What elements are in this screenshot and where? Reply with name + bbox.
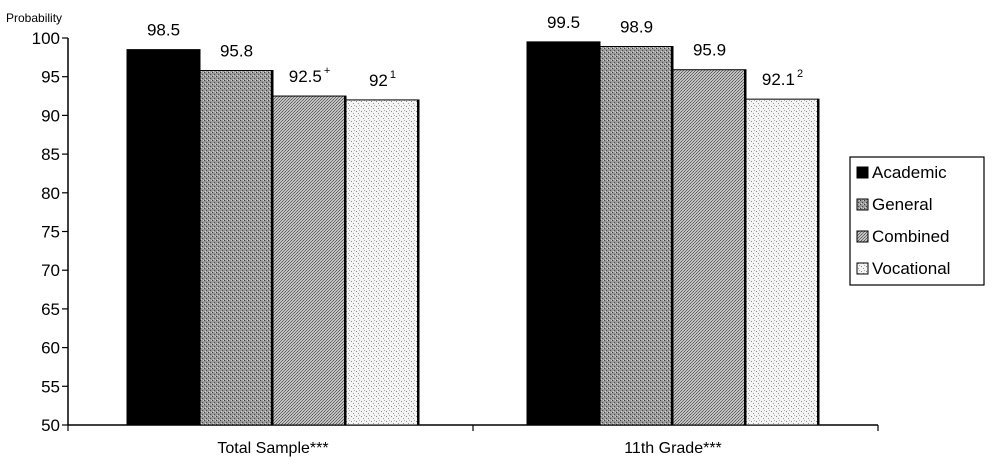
y-tick-label: 60 [41, 339, 60, 358]
data-label-academic-total-sample: 98.5 [147, 21, 180, 40]
bar-shadow [598, 41, 600, 426]
y-tick-label: 85 [41, 145, 60, 164]
bar-shadow [817, 99, 819, 426]
bar-combined-total-sample [272, 95, 347, 426]
bar-vocational-11th-grade [745, 98, 820, 426]
legend: Academic General Combined Vocational [849, 156, 985, 286]
bar-shadow [744, 69, 746, 425]
bar-combined-11th-grade [672, 69, 747, 426]
data-label-superscript: + [324, 65, 330, 77]
data-label-general-11th-grade: 98.9 [620, 18, 653, 37]
bar-shadow [271, 70, 273, 426]
data-labels-group: 98.5 95.8 92.5 + 92 1 99.5 98.9 95.9 92.1 2 [147, 13, 803, 90]
legend-label-general: General [872, 195, 932, 214]
bar-academic-11th-grade [526, 41, 601, 426]
data-label-superscript: 2 [797, 68, 803, 80]
bars-group [126, 41, 820, 426]
y-tick-label: 55 [41, 377, 60, 396]
bar-vocational-total-sample [345, 99, 420, 426]
legend-swatch-academic [856, 166, 869, 179]
legend-swatch-combined [856, 230, 869, 243]
y-tick-label: 50 [41, 416, 60, 435]
data-label-superscript: 1 [390, 69, 396, 81]
legend-swatch-vocational [856, 262, 869, 275]
legend-label-combined: Combined [872, 227, 950, 246]
data-label-general-total-sample: 95.8 [220, 42, 253, 61]
data-label-combined-11th-grade: 95.9 [693, 41, 726, 60]
bar-shadow [344, 96, 346, 426]
bar-shadow [417, 99, 419, 426]
x-axis [67, 424, 879, 431]
bar-shadow [198, 49, 200, 426]
category-labels-group: Total Sample*** 11th Grade*** [217, 440, 721, 457]
y-tick-label: 95 [41, 68, 60, 87]
legend-box [849, 156, 985, 286]
bar-general-11th-grade [599, 46, 674, 426]
y-tick-label: 75 [41, 223, 60, 242]
y-axis: 50 55 60 65 70 75 80 85 90 95 100 [32, 29, 69, 435]
data-label-vocational-11th-grade: 92.1 2 [762, 68, 803, 89]
bar-shadow [671, 46, 673, 425]
y-tick-label: 70 [41, 261, 60, 280]
legend-label-vocational: Vocational [872, 259, 950, 278]
y-tick-label: 90 [41, 106, 60, 125]
y-tick-label: 80 [41, 184, 60, 203]
data-label-academic-11th-grade: 99.5 [547, 13, 580, 32]
data-label-combined-total-sample: 92.5 + [289, 65, 331, 86]
legend-label-academic: Academic [872, 163, 947, 182]
category-label-total-sample: Total Sample*** [217, 440, 328, 457]
legend-swatch-general [856, 198, 869, 211]
bar-general-total-sample [199, 70, 274, 426]
y-tick-label: 100 [32, 29, 60, 48]
data-label-vocational-total-sample: 92 1 [369, 69, 396, 90]
y-tick-label: 65 [41, 300, 60, 319]
bar-academic-total-sample [126, 49, 201, 426]
category-label-11th-grade: 11th Grade*** [624, 440, 722, 457]
y-axis-label: Probability [6, 11, 62, 25]
